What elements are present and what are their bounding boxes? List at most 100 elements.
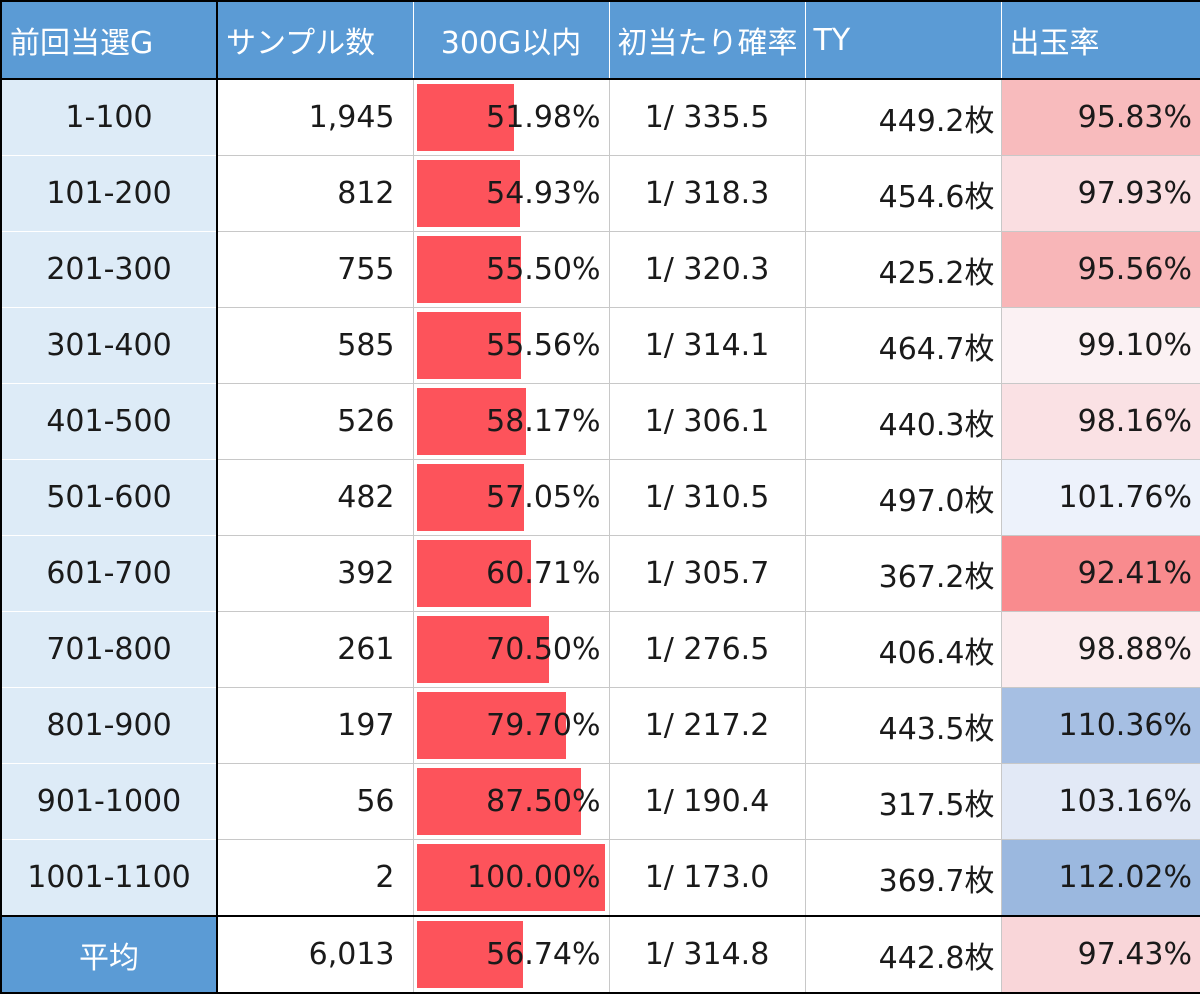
row-ty: 497.0枚 bbox=[805, 459, 1002, 536]
header-ty: TY bbox=[805, 1, 1002, 80]
header-first-hit-probability: 初当たり確率 bbox=[609, 1, 806, 80]
row-range: 601-700 bbox=[1, 535, 218, 612]
row-within300-label: 55.56% bbox=[486, 328, 601, 363]
table-row: 101-200 812 54.93% 1/ 318.3 454.6枚 97.93% bbox=[1, 155, 1200, 232]
row-within300-cell: 58.17% bbox=[413, 383, 610, 460]
row-ty: 425.2枚 bbox=[805, 231, 1002, 308]
row-within300-bar bbox=[416, 312, 521, 379]
row-probability: 1/ 173.0 bbox=[609, 839, 806, 917]
row-probability: 1/ 320.3 bbox=[609, 231, 806, 308]
row-range: 401-500 bbox=[1, 383, 218, 460]
row-within300-bar bbox=[416, 844, 605, 911]
row-ty: 454.6枚 bbox=[805, 155, 1002, 232]
row-samples: 392 bbox=[217, 535, 414, 612]
row-range: 101-200 bbox=[1, 155, 218, 232]
row-ty: 443.5枚 bbox=[805, 687, 1002, 764]
row-range: 301-400 bbox=[1, 307, 218, 384]
row-payout-rate: 110.36% bbox=[1001, 687, 1200, 764]
row-probability: 1/ 335.5 bbox=[609, 79, 806, 156]
row-probability: 1/ 190.4 bbox=[609, 763, 806, 840]
row-within300-bar bbox=[416, 464, 524, 531]
header-row: 前回当選G サンプル数 300G以内 初当たり確率 TY 出玉率 bbox=[1, 1, 1200, 80]
row-within300-bar bbox=[416, 160, 520, 227]
row-probability: 1/ 318.3 bbox=[609, 155, 806, 232]
row-within300-bar bbox=[416, 236, 521, 303]
row-range: 501-600 bbox=[1, 459, 218, 536]
row-payout-rate: 92.41% bbox=[1001, 535, 1200, 612]
average-within300-cell: 56.74% bbox=[413, 915, 610, 993]
row-payout-rate: 95.83% bbox=[1001, 79, 1200, 156]
row-probability: 1/ 314.1 bbox=[609, 307, 806, 384]
row-within300-label: 100.00% bbox=[467, 860, 601, 895]
table-row: 1-100 1,945 51.98% 1/ 335.5 449.2枚 95.83% bbox=[1, 79, 1200, 156]
average-within300-label: 56.74% bbox=[486, 937, 601, 972]
average-probability: 1/ 314.8 bbox=[609, 915, 806, 993]
row-samples: 755 bbox=[217, 231, 414, 308]
row-within300-label: 87.50% bbox=[486, 784, 601, 819]
row-ty: 449.2枚 bbox=[805, 79, 1002, 156]
row-probability: 1/ 305.7 bbox=[609, 535, 806, 612]
row-ty: 367.2枚 bbox=[805, 535, 1002, 612]
row-ty: 369.7枚 bbox=[805, 839, 1002, 917]
row-within300-label: 70.50% bbox=[486, 632, 601, 667]
row-samples: 812 bbox=[217, 155, 414, 232]
table-row: 901-1000 56 87.50% 1/ 190.4 317.5枚 103.16% bbox=[1, 763, 1200, 840]
row-within300-cell: 55.50% bbox=[413, 231, 610, 308]
table-row: 501-600 482 57.05% 1/ 310.5 497.0枚 101.76% bbox=[1, 459, 1200, 536]
row-samples: 2 bbox=[217, 839, 414, 917]
header-payout-rate: 出玉率 bbox=[1001, 1, 1200, 80]
row-within300-label: 51.98% bbox=[486, 100, 601, 135]
row-payout-rate: 101.76% bbox=[1001, 459, 1200, 536]
row-within300-cell: 54.93% bbox=[413, 155, 610, 232]
row-payout-rate: 99.10% bbox=[1001, 307, 1200, 384]
row-within300-bar bbox=[416, 388, 526, 455]
row-within300-cell: 70.50% bbox=[413, 611, 610, 688]
table-row: 701-800 261 70.50% 1/ 276.5 406.4枚 98.88% bbox=[1, 611, 1200, 688]
row-probability: 1/ 217.2 bbox=[609, 687, 806, 764]
row-within300-cell: 57.05% bbox=[413, 459, 610, 536]
row-within300-cell: 87.50% bbox=[413, 763, 610, 840]
row-within300-bar bbox=[416, 692, 567, 759]
table-row: 301-400 585 55.56% 1/ 314.1 464.7枚 99.10% bbox=[1, 307, 1200, 384]
table-row: 201-300 755 55.50% 1/ 320.3 425.2枚 95.56% bbox=[1, 231, 1200, 308]
row-range: 801-900 bbox=[1, 687, 218, 764]
table-row: 401-500 526 58.17% 1/ 306.1 440.3枚 98.16% bbox=[1, 383, 1200, 460]
row-within300-cell: 60.71% bbox=[413, 535, 610, 612]
table-row: 601-700 392 60.71% 1/ 305.7 367.2枚 92.41% bbox=[1, 535, 1200, 612]
average-samples: 6,013 bbox=[217, 915, 414, 993]
table-row: 1001-1100 2 100.00% 1/ 173.0 369.7枚 112.02% bbox=[1, 839, 1200, 917]
row-within300-label: 58.17% bbox=[486, 404, 601, 439]
row-samples: 585 bbox=[217, 307, 414, 384]
row-range: 701-800 bbox=[1, 611, 218, 688]
row-within300-cell: 55.56% bbox=[413, 307, 610, 384]
row-range: 901-1000 bbox=[1, 763, 218, 840]
row-samples: 482 bbox=[217, 459, 414, 536]
row-within300-cell: 79.70% bbox=[413, 687, 610, 764]
header-within-300g: 300G以内 bbox=[413, 1, 610, 80]
row-samples: 56 bbox=[217, 763, 414, 840]
row-within300-bar bbox=[416, 84, 515, 151]
average-ty: 442.8枚 bbox=[805, 915, 1002, 993]
row-ty: 440.3枚 bbox=[805, 383, 1002, 460]
table-row: 801-900 197 79.70% 1/ 217.2 443.5枚 110.36% bbox=[1, 687, 1200, 764]
row-within300-label: 79.70% bbox=[486, 708, 601, 743]
row-payout-rate: 95.56% bbox=[1001, 231, 1200, 308]
row-samples: 1,945 bbox=[217, 79, 414, 156]
row-within300-label: 57.05% bbox=[486, 480, 601, 515]
row-samples: 197 bbox=[217, 687, 414, 764]
row-ty: 406.4枚 bbox=[805, 611, 1002, 688]
header-prev-hit-game: 前回当選G bbox=[1, 1, 218, 80]
row-payout-rate: 103.16% bbox=[1001, 763, 1200, 840]
row-within300-bar bbox=[416, 768, 581, 835]
row-probability: 1/ 276.5 bbox=[609, 611, 806, 688]
average-payout-rate: 97.43% bbox=[1001, 915, 1200, 993]
row-within300-cell: 100.00% bbox=[413, 839, 610, 917]
row-range: 201-300 bbox=[1, 231, 218, 308]
average-within300-bar bbox=[416, 921, 524, 988]
row-samples: 261 bbox=[217, 611, 414, 688]
row-range: 1-100 bbox=[1, 79, 218, 156]
row-probability: 1/ 310.5 bbox=[609, 459, 806, 536]
average-label: 平均 bbox=[1, 915, 218, 993]
row-ty: 317.5枚 bbox=[805, 763, 1002, 840]
